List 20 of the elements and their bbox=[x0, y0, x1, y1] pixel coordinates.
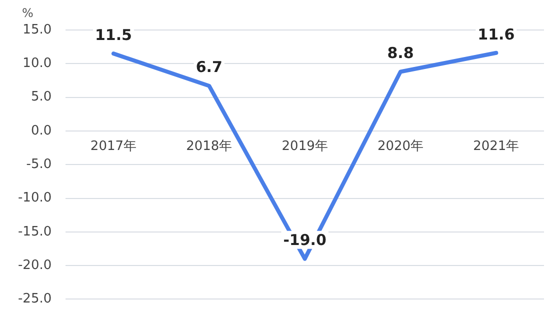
y-tick-label: -25.0 bbox=[18, 292, 52, 307]
y-axis-title: % bbox=[22, 6, 34, 20]
y-tick-label: 10.0 bbox=[22, 56, 52, 72]
y-tick-label: 5.0 bbox=[30, 90, 52, 105]
text: 11.6 bbox=[478, 25, 515, 44]
x-tick-label: 2019年 bbox=[282, 139, 328, 154]
text: 8.8 bbox=[387, 44, 414, 62]
x-tick-label: 2017年 bbox=[90, 139, 137, 154]
y-tick-label: -10.0 bbox=[18, 190, 52, 206]
y-tick-label: 15.0 bbox=[22, 22, 52, 38]
text: -19.0 bbox=[283, 231, 326, 250]
y-tick-label: 0.0 bbox=[30, 123, 52, 138]
x-tick-label: 2021年 bbox=[473, 139, 520, 154]
x-tick-label: 2020年 bbox=[377, 139, 424, 154]
y-tick-label: -5.0 bbox=[26, 156, 52, 172]
x-tick-label: 2018年 bbox=[186, 139, 232, 154]
text: 11.5 bbox=[94, 26, 132, 44]
y-tick-label: -20.0 bbox=[18, 258, 52, 273]
text: 6.7 bbox=[196, 58, 222, 76]
y-tick-label: -15.0 bbox=[18, 224, 52, 240]
